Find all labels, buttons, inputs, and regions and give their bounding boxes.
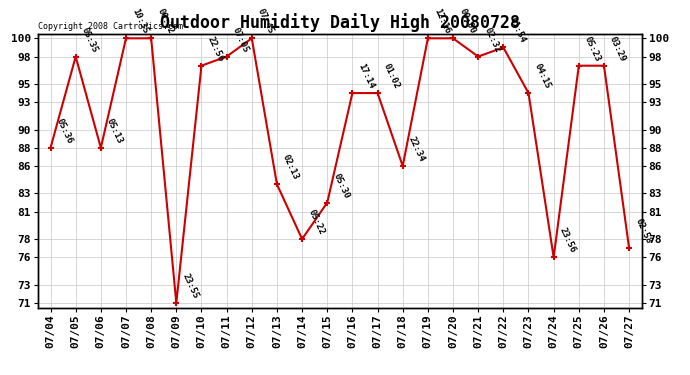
Text: 07:05: 07:05 bbox=[230, 26, 250, 54]
Text: 17:14: 17:14 bbox=[357, 62, 376, 90]
Text: 03:29: 03:29 bbox=[608, 35, 628, 63]
Text: 05:13: 05:13 bbox=[105, 117, 124, 145]
Text: 23:55: 23:55 bbox=[181, 272, 200, 300]
Text: 02:13: 02:13 bbox=[281, 153, 301, 182]
Text: 05:23: 05:23 bbox=[583, 35, 602, 63]
Text: 00:32: 00:32 bbox=[155, 8, 175, 36]
Text: 07:45: 07:45 bbox=[256, 8, 275, 36]
Text: 05:22: 05:22 bbox=[306, 208, 326, 236]
Text: 22:34: 22:34 bbox=[407, 135, 426, 163]
Text: 01:54: 01:54 bbox=[508, 16, 527, 45]
Title: Outdoor Humidity Daily High 20080728: Outdoor Humidity Daily High 20080728 bbox=[160, 13, 520, 32]
Text: 00:00: 00:00 bbox=[457, 8, 477, 36]
Text: 23:56: 23:56 bbox=[558, 226, 578, 255]
Text: 05:35: 05:35 bbox=[80, 26, 99, 54]
Text: 05:36: 05:36 bbox=[55, 117, 75, 145]
Text: 01:02: 01:02 bbox=[382, 62, 402, 90]
Text: 12:16: 12:16 bbox=[432, 8, 451, 36]
Text: 04:15: 04:15 bbox=[533, 62, 552, 90]
Text: Copyright 2008 Cartronics.com: Copyright 2008 Cartronics.com bbox=[38, 22, 183, 31]
Text: 05:30: 05:30 bbox=[331, 172, 351, 200]
Text: 10:35: 10:35 bbox=[130, 8, 150, 36]
Text: 02:58: 02:58 bbox=[633, 217, 653, 245]
Text: 02:32: 02:32 bbox=[482, 26, 502, 54]
Text: 22:56: 22:56 bbox=[206, 35, 225, 63]
